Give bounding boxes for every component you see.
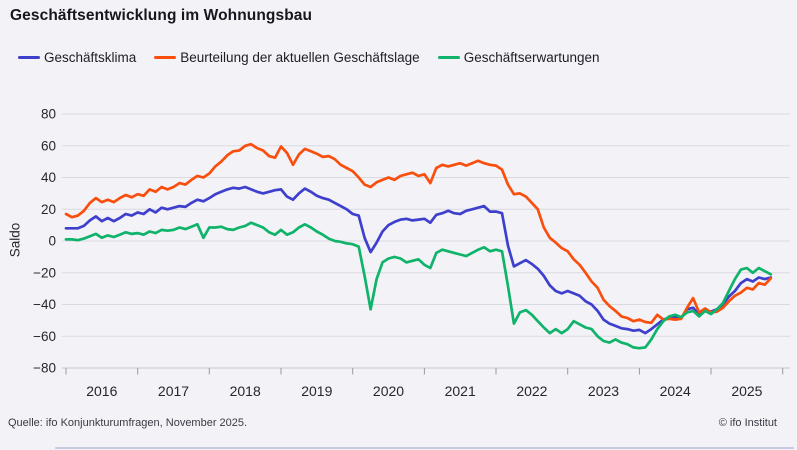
legend-swatch-green: [437, 55, 460, 60]
x-tick-label: 2023: [588, 383, 619, 399]
y-tick-label: 40: [41, 170, 56, 185]
x-tick-label: 2017: [158, 383, 189, 399]
copyright-note: © ifo Institut: [718, 417, 777, 429]
legend-swatch-blue: [18, 55, 40, 60]
x-tick-label: 2021: [445, 383, 476, 399]
y-tick-label: 0: [48, 234, 56, 249]
x-tick-label: 2020: [373, 383, 404, 399]
legend-label: Geschäftserwartungen: [463, 50, 600, 65]
footer: Quelle: ifo Konjunkturumfragen, November…: [8, 417, 777, 429]
y-tick-label: −80: [33, 361, 56, 376]
x-tick-label: 2019: [301, 383, 332, 399]
y-tick-label: −20: [33, 265, 56, 280]
y-axis-title: Saldo: [7, 222, 23, 258]
legend-item-geschaeftserwartungen: Geschäftserwartungen: [437, 50, 600, 65]
legend: Geschäftsklima Beurteilung der aktuellen…: [18, 50, 600, 65]
legend-item-geschaeftslage: Beurteilung der aktuellen Geschäftslage: [154, 50, 420, 65]
y-tick-label: −40: [33, 297, 56, 312]
legend-label: Geschäftsklima: [44, 50, 137, 65]
series-line-2: [64, 221, 773, 350]
y-tick-label: 80: [41, 107, 56, 122]
bottom-border-line: [55, 447, 794, 449]
legend-label: Beurteilung der aktuellen Geschäftslage: [180, 50, 420, 65]
y-tick-label: 60: [41, 138, 56, 153]
y-tick-label: −60: [33, 329, 56, 344]
legend-item-geschaeftsklima: Geschäftsklima: [18, 50, 136, 65]
source-note: Quelle: ifo Konjunkturumfragen, November…: [8, 417, 248, 429]
x-tick-label: 2024: [660, 383, 691, 399]
series-line-1: [64, 142, 773, 325]
legend-swatch-orange: [154, 55, 177, 60]
x-tick-label: 2025: [731, 383, 762, 399]
y-tick-label: 20: [41, 202, 56, 217]
x-tick-label: 2022: [516, 383, 547, 399]
page-title: Geschäftsentwicklung im Wohnungsbau: [10, 7, 313, 24]
x-tick-label: 2016: [86, 383, 117, 399]
series-line-0: [64, 185, 773, 335]
x-tick-label: 2018: [230, 383, 261, 399]
